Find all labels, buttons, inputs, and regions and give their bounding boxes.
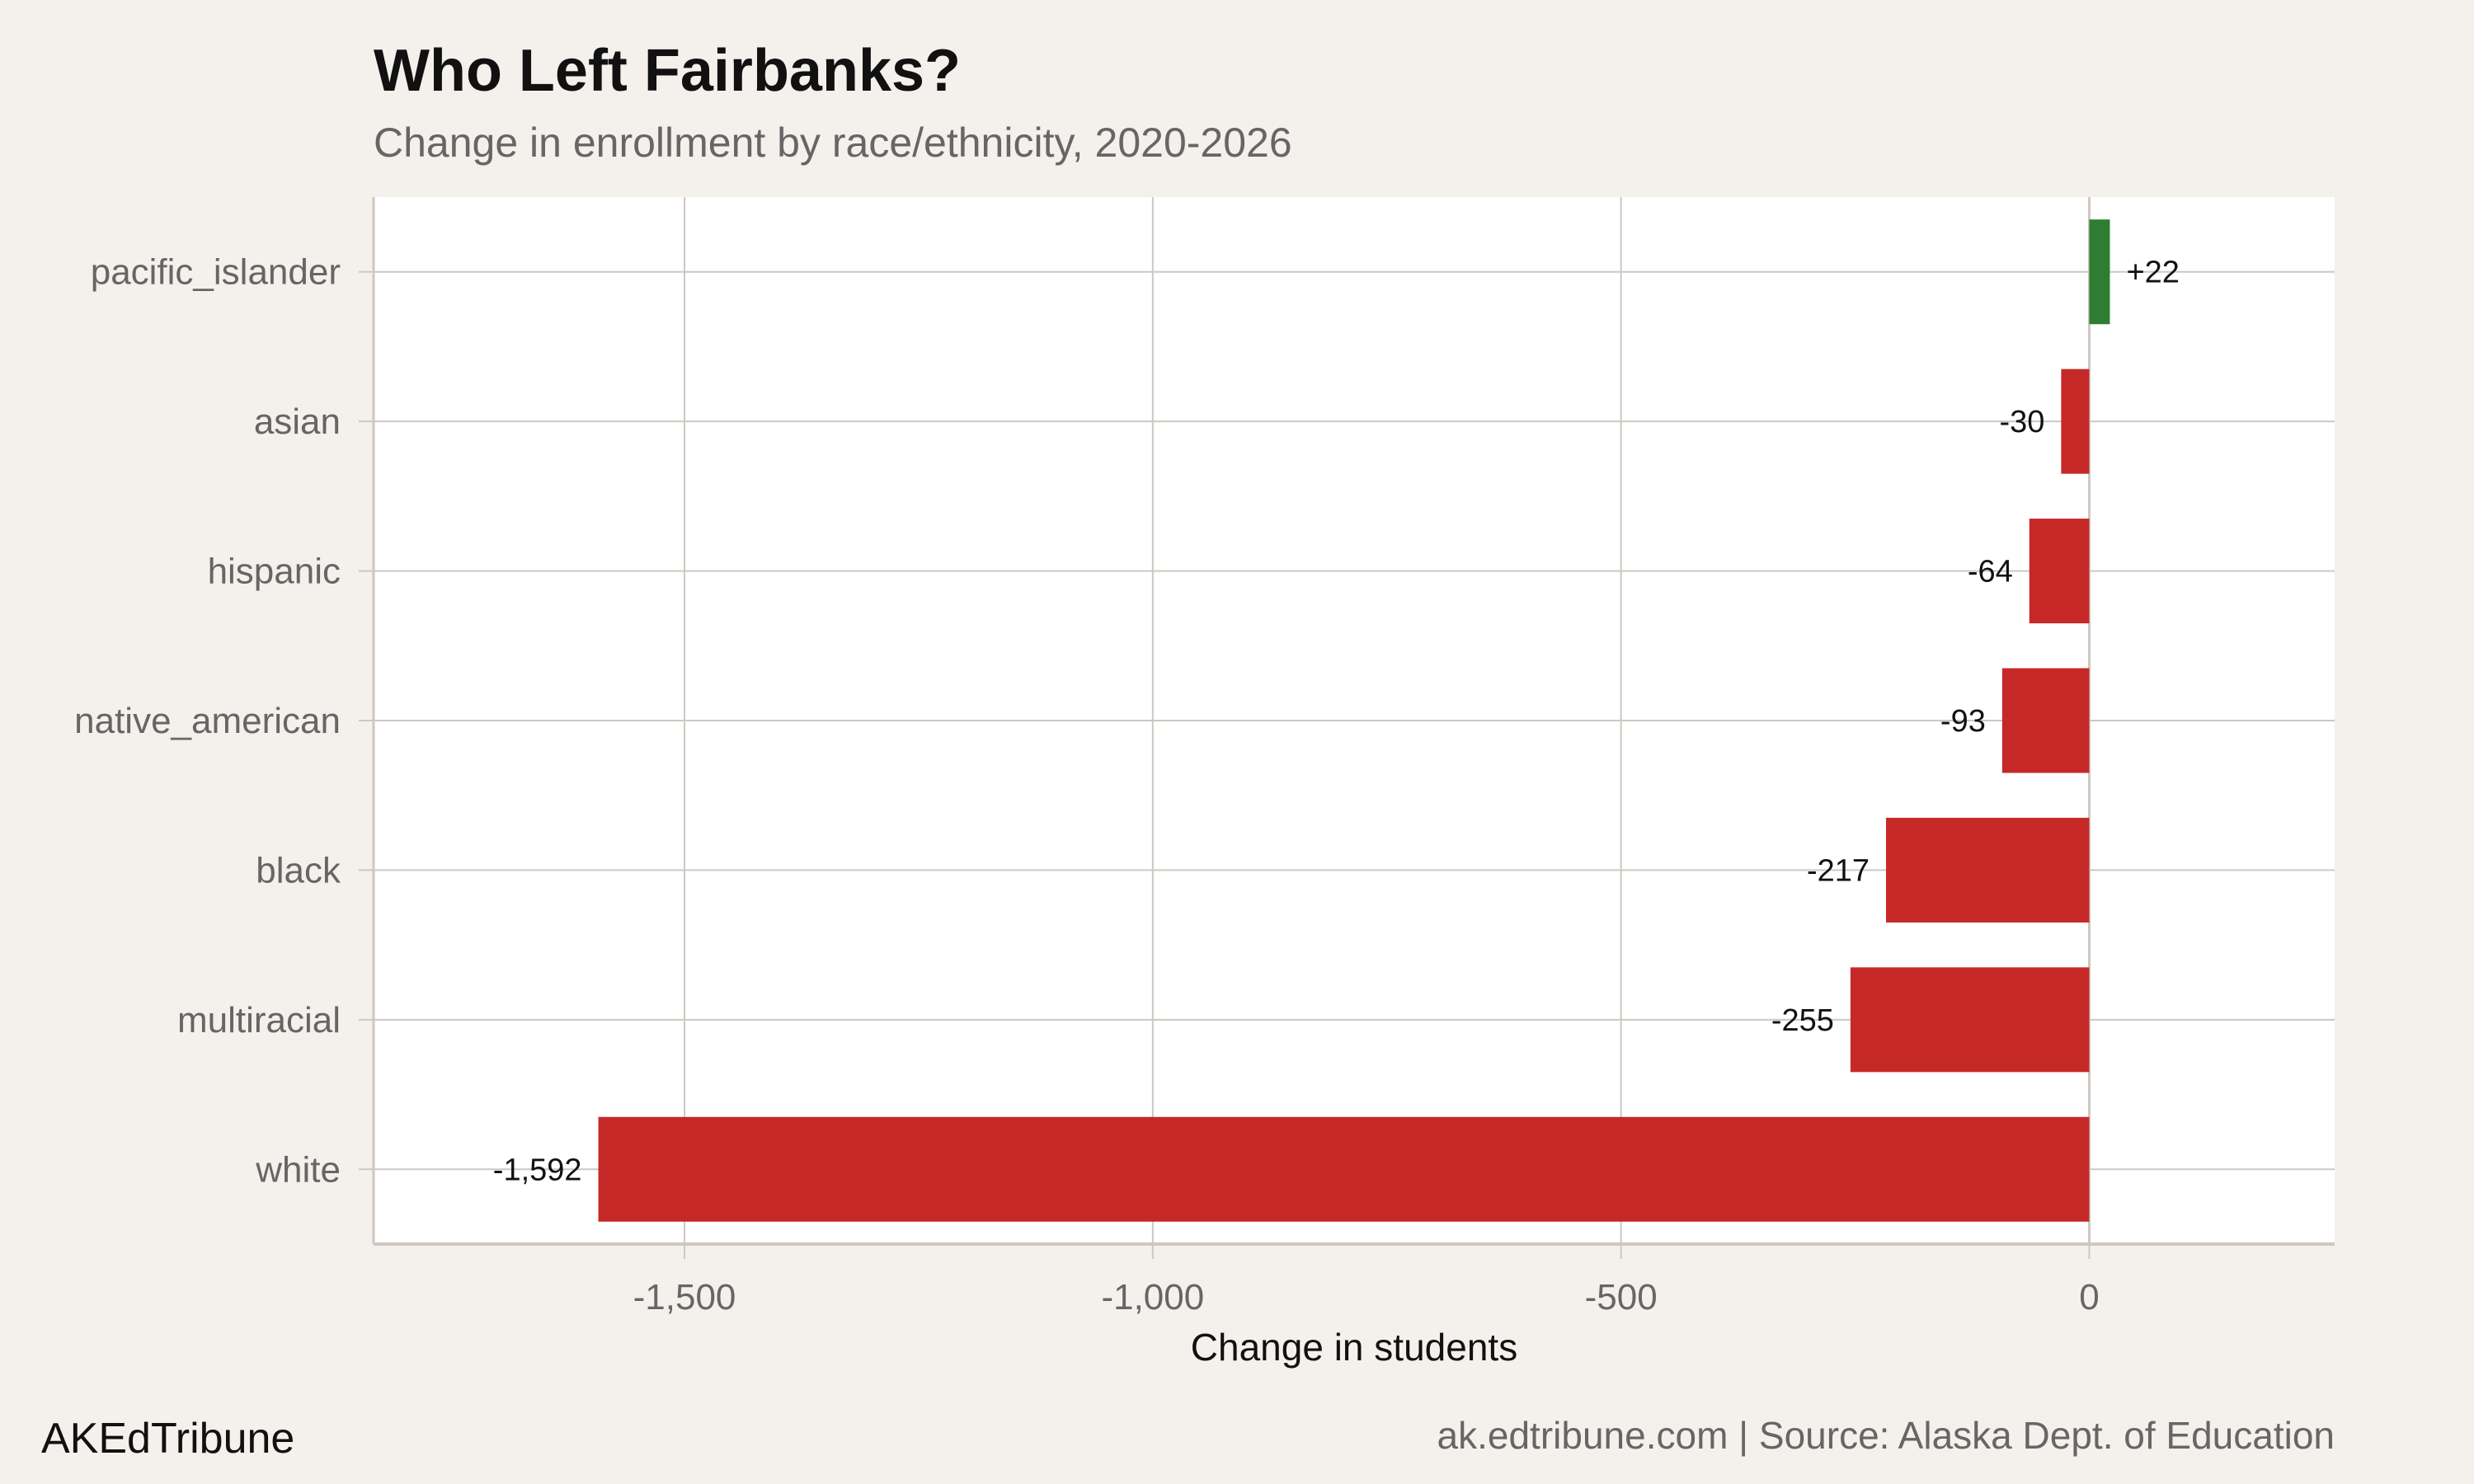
- chart-title: Who Left Fairbanks?: [374, 38, 961, 104]
- data-label: -217: [1807, 853, 1870, 888]
- chart-subtitle: Change in enrollment by race/ethnicity, …: [374, 120, 1292, 166]
- x-tick-label: -1,000: [1101, 1277, 1204, 1317]
- bar-pacific_islander: [2089, 219, 2110, 325]
- data-label: -30: [1999, 405, 2044, 439]
- x-tick-label: -1,500: [633, 1277, 736, 1317]
- y-tick-label: white: [255, 1149, 341, 1190]
- bar-native_american: [2001, 668, 2090, 773]
- data-labels: +22 -30 -64 -93 -217 -255 -1,592: [493, 256, 2180, 1188]
- data-label: -1,592: [493, 1153, 582, 1187]
- data-label: -64: [1968, 555, 2013, 589]
- y-tick-label: black: [256, 850, 341, 890]
- x-tick-label: 0: [2079, 1277, 2099, 1317]
- y-tick-label: pacific_islander: [91, 252, 341, 293]
- caption-left: AKEdTribune: [41, 1415, 294, 1463]
- data-label: -93: [1940, 704, 1986, 739]
- data-label: +22: [2126, 256, 2179, 290]
- y-tick-label: hispanic: [208, 552, 341, 592]
- bars: [598, 219, 2110, 1222]
- y-tick-label: multiracial: [177, 1000, 341, 1040]
- bar-asian: [2061, 369, 2090, 474]
- data-label: -255: [1771, 1003, 1834, 1038]
- x-axis-title: Change in students: [1191, 1326, 1517, 1369]
- bar-multiracial: [1850, 967, 2090, 1073]
- x-axis: -1,500 -1,000 -500 0: [374, 1242, 2335, 1317]
- bar-black: [1886, 817, 2090, 923]
- bar-white: [598, 1116, 2090, 1222]
- x-tick-label: -500: [1585, 1277, 1658, 1317]
- bar-hispanic: [2029, 519, 2090, 624]
- caption-right: ak.edtribune.com | Source: Alaska Dept. …: [1437, 1414, 2335, 1457]
- y-tick-label: asian: [254, 402, 341, 442]
- y-tick-label: native_american: [74, 701, 341, 741]
